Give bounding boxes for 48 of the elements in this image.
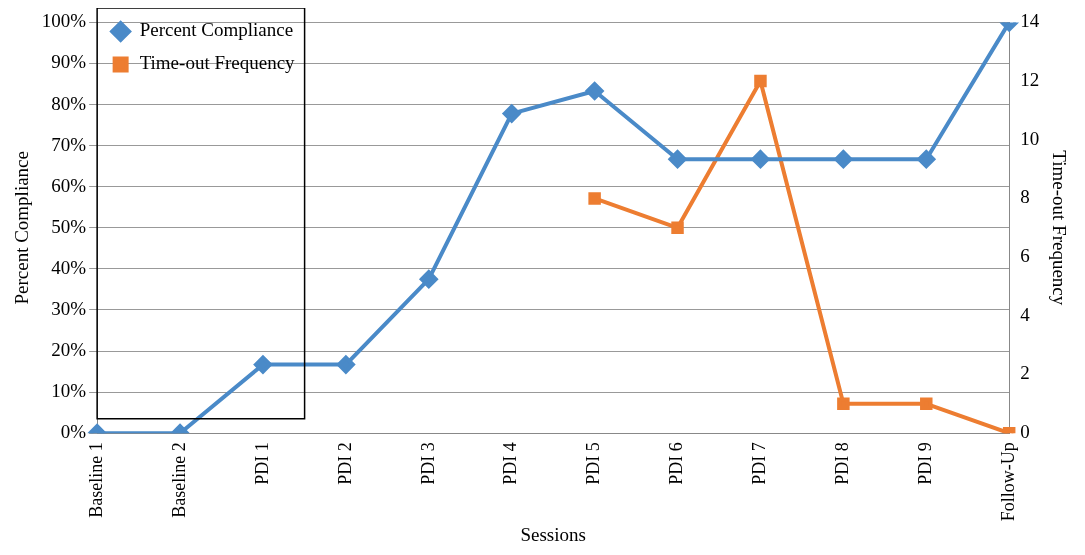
y2-axis-title: Time-out Frequency <box>1048 150 1070 306</box>
y-axis-title: Percent Compliance <box>11 151 33 305</box>
y-tick-label: 80% <box>51 92 87 114</box>
x-tick-label: Baseline 1 <box>85 442 106 518</box>
point <box>502 104 521 123</box>
y-tick-label: 50% <box>51 215 87 237</box>
point <box>751 150 770 169</box>
y2-tick-label: 8 <box>1020 186 1030 208</box>
y-tick-label: 60% <box>51 174 87 196</box>
legend-label: Percent Compliance <box>139 19 294 41</box>
point <box>917 150 936 169</box>
x-tick-label: PDI 4 <box>500 442 521 485</box>
point <box>754 74 767 88</box>
point <box>585 82 604 100</box>
point <box>671 221 684 235</box>
y-tick-label: 70% <box>51 133 87 155</box>
y2-tick-label: 4 <box>1020 303 1031 325</box>
x-tick-label: PDI 8 <box>832 442 853 485</box>
point <box>588 192 601 205</box>
y2-tick-label: 0 <box>1020 421 1030 443</box>
y-tick-label: 90% <box>51 51 87 73</box>
x-axis-title: Sessions <box>520 523 586 545</box>
x-tick-label: PDI 9 <box>915 442 936 485</box>
x-tick-label: PDI 2 <box>334 442 355 485</box>
y2-tick-label: 14 <box>1020 10 1040 32</box>
x-tick-label: PDI 5 <box>583 442 604 485</box>
y-tick-label: 40% <box>51 256 87 278</box>
y-tick-label: 30% <box>51 297 87 319</box>
legend-label: Time-out Frequency <box>139 52 296 74</box>
y-tick-label: 20% <box>51 339 87 361</box>
x-tick-label: Follow-Up <box>997 442 1018 522</box>
y-tick-label: 100% <box>41 10 87 32</box>
y2-tick-label: 12 <box>1020 69 1040 91</box>
x-tick-label: PDI 6 <box>666 442 687 485</box>
x-tick-label: PDI 7 <box>749 442 770 485</box>
point <box>419 270 438 289</box>
point <box>668 150 687 169</box>
x-tick-label: PDI 1 <box>251 442 272 485</box>
point <box>834 150 853 169</box>
y-tick-label: 10% <box>51 380 87 402</box>
y2-tick-label: 2 <box>1020 362 1030 384</box>
point <box>920 397 933 411</box>
x-tick-label: Baseline 2 <box>168 442 189 518</box>
y2-tick-label: 10 <box>1020 127 1040 149</box>
x-tick-label: PDI 3 <box>417 442 438 485</box>
y-tick-label: 0% <box>60 421 87 443</box>
point <box>837 397 850 411</box>
y2-tick-label: 6 <box>1020 245 1030 267</box>
